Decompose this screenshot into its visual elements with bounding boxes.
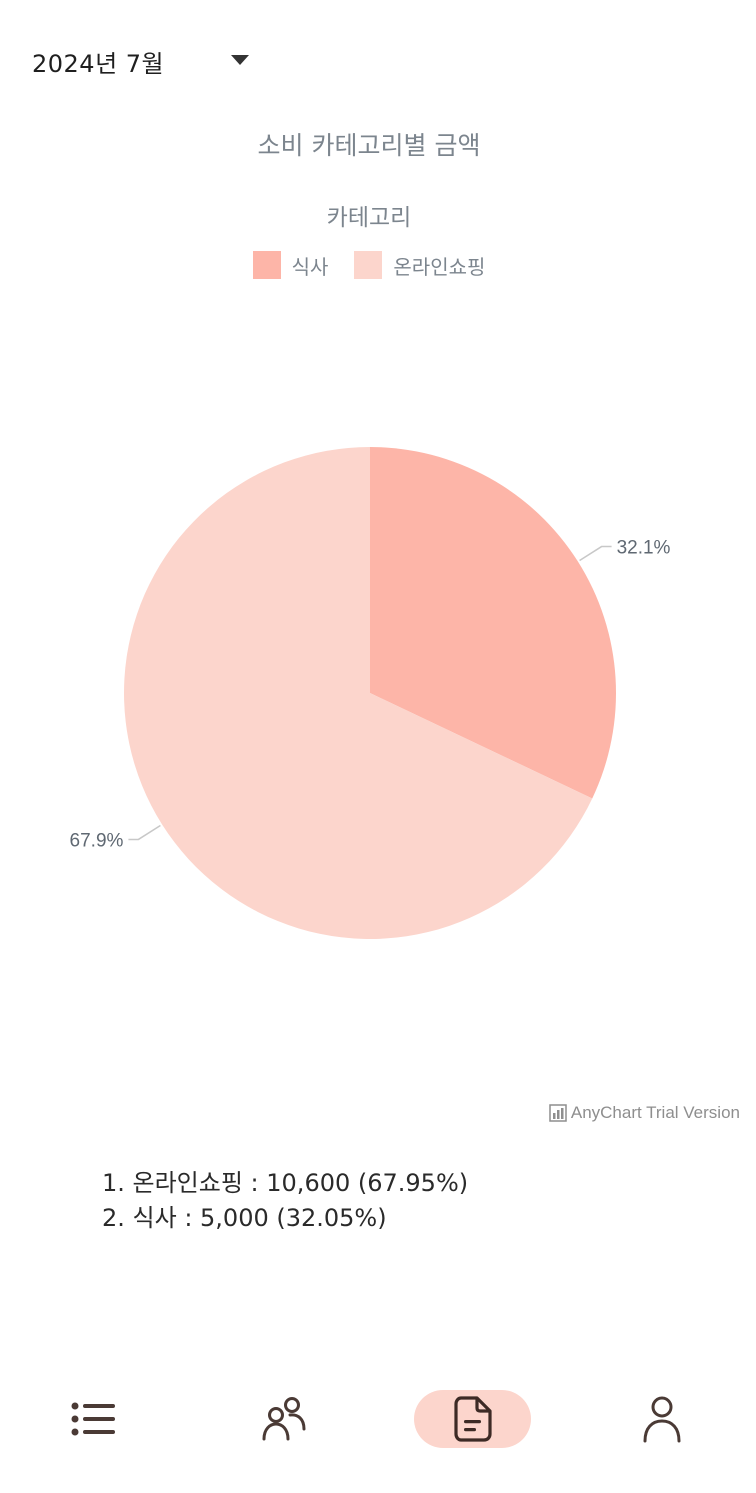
watermark-text: AnyChart Trial Version bbox=[570, 1103, 740, 1122]
pie-slice-online-shopping[interactable] bbox=[123, 447, 593, 939]
legend-label-dining: 식사 bbox=[291, 254, 329, 279]
pie-chart: 32.1% 67.9% bbox=[70, 447, 671, 939]
month-label: 2024년 7월 bbox=[32, 49, 165, 78]
summary-item: 2. 식사 : 5,000 (32.05%) bbox=[102, 1204, 387, 1232]
pie-leader-line bbox=[128, 824, 161, 841]
chevron-down-icon bbox=[231, 55, 249, 65]
pie-label-online-shopping: 67.9% bbox=[70, 830, 124, 851]
summary-list: 1. 온라인쇼핑 : 10,600 (67.95%) 2. 식사 : 5,000… bbox=[102, 1166, 468, 1236]
watermark: AnyChart Trial Version bbox=[549, 1103, 740, 1123]
legend-swatch-dining bbox=[252, 251, 281, 279]
nav-item-list[interactable] bbox=[64, 1390, 124, 1448]
legend-swatch-online-shopping bbox=[354, 251, 383, 279]
month-selector[interactable]: 2024년 7월 bbox=[32, 40, 257, 82]
pie-leader-line bbox=[579, 545, 612, 562]
legend-item-dining[interactable]: 식사 bbox=[252, 251, 329, 280]
pie-slice-dining[interactable] bbox=[370, 447, 616, 799]
list-icon bbox=[71, 1402, 115, 1436]
legend-item-online-shopping[interactable]: 온라인쇼핑 bbox=[354, 251, 485, 280]
nav-item-users[interactable] bbox=[254, 1390, 314, 1448]
legend-title: 카테고리 bbox=[326, 205, 412, 231]
person-icon bbox=[643, 1396, 681, 1443]
chart-legend: 식사 온라인쇼핑 bbox=[0, 249, 738, 281]
bottom-nav bbox=[0, 1380, 756, 1458]
chart-title: 소비 카테고리별 금액 bbox=[257, 131, 481, 160]
summary-item: 1. 온라인쇼핑 : 10,600 (67.95%) bbox=[102, 1169, 469, 1197]
nav-item-profile[interactable] bbox=[632, 1390, 692, 1448]
chart-logo-icon bbox=[549, 1104, 567, 1122]
users-icon bbox=[262, 1397, 306, 1441]
nav-item-report[interactable] bbox=[414, 1390, 531, 1448]
pie-label-dining: 32.1% bbox=[617, 538, 671, 559]
legend-label-online-shopping: 온라인쇼핑 bbox=[393, 254, 486, 279]
document-icon bbox=[453, 1396, 492, 1442]
